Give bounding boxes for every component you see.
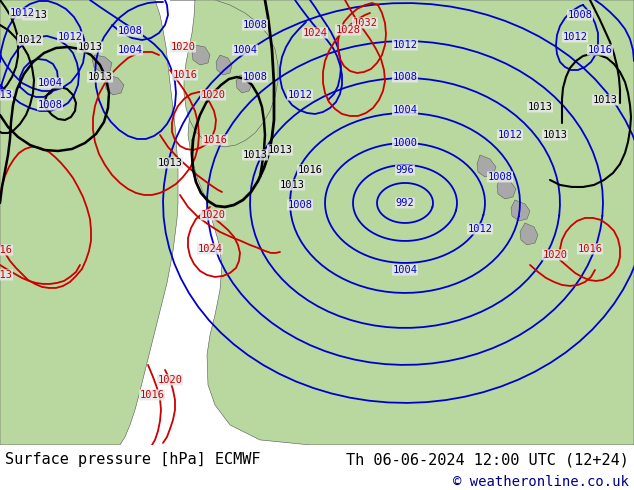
Text: Th 06-06-2024 12:00 UTC (12+24): Th 06-06-2024 12:00 UTC (12+24): [346, 452, 629, 467]
Text: 1008: 1008: [117, 26, 143, 36]
Text: 996: 996: [396, 165, 415, 175]
Text: 1013: 1013: [0, 270, 13, 280]
Text: 1013: 1013: [87, 72, 112, 82]
Polygon shape: [0, 0, 178, 445]
Text: 1016: 1016: [202, 135, 228, 145]
Text: 1008: 1008: [488, 172, 512, 182]
Polygon shape: [105, 75, 124, 95]
Text: 1013: 1013: [77, 42, 103, 52]
Text: 1013: 1013: [157, 158, 183, 168]
Text: 1016: 1016: [0, 245, 13, 255]
Text: 1013: 1013: [0, 90, 13, 100]
Text: 1012: 1012: [392, 40, 418, 50]
Text: 1008: 1008: [567, 10, 593, 20]
Text: 1013: 1013: [527, 102, 552, 112]
Text: 1012: 1012: [58, 32, 82, 42]
Text: 1013: 1013: [242, 150, 268, 160]
Text: © weatheronline.co.uk: © weatheronline.co.uk: [453, 475, 629, 489]
Text: 1013: 1013: [543, 130, 567, 140]
Text: 1004: 1004: [392, 105, 418, 115]
Text: 1008: 1008: [287, 200, 313, 210]
Text: 1020: 1020: [171, 42, 195, 52]
Polygon shape: [92, 55, 112, 73]
Polygon shape: [170, 0, 278, 147]
Text: 1004: 1004: [233, 45, 257, 55]
Text: 1004: 1004: [392, 265, 418, 275]
Text: 1016: 1016: [578, 244, 602, 254]
Text: 1016: 1016: [297, 165, 323, 175]
Text: 1013: 1013: [22, 10, 48, 20]
Polygon shape: [520, 223, 538, 245]
Text: 1012: 1012: [10, 8, 34, 18]
Polygon shape: [511, 200, 530, 221]
Text: 1008: 1008: [392, 72, 418, 82]
Text: 1024: 1024: [302, 28, 328, 38]
Text: 1028: 1028: [335, 25, 361, 35]
Text: 1012: 1012: [498, 130, 522, 140]
Polygon shape: [216, 55, 232, 75]
Text: 1008: 1008: [242, 72, 268, 82]
Text: 1012: 1012: [18, 35, 42, 45]
Polygon shape: [188, 0, 634, 445]
Text: 1016: 1016: [588, 45, 612, 55]
Text: 1020: 1020: [200, 210, 226, 220]
Text: 1032: 1032: [353, 18, 377, 28]
Text: 1016: 1016: [172, 70, 198, 80]
Polygon shape: [236, 75, 252, 93]
Text: 1004: 1004: [37, 78, 63, 88]
Text: 1013: 1013: [593, 95, 618, 105]
Polygon shape: [477, 155, 496, 177]
Text: 1024: 1024: [198, 244, 223, 254]
Text: Surface pressure [hPa] ECMWF: Surface pressure [hPa] ECMWF: [5, 452, 261, 467]
Text: 1012: 1012: [467, 224, 493, 234]
Text: 992: 992: [396, 198, 415, 208]
Text: 1008: 1008: [242, 20, 268, 30]
Text: 1004: 1004: [117, 45, 143, 55]
Text: 1020: 1020: [200, 90, 226, 100]
Polygon shape: [497, 177, 516, 199]
Polygon shape: [192, 45, 210, 65]
Text: 1020: 1020: [157, 375, 183, 385]
Text: 1013: 1013: [280, 180, 304, 190]
Text: 1008: 1008: [37, 100, 63, 110]
Text: 1013: 1013: [268, 145, 292, 155]
Text: 1012: 1012: [562, 32, 588, 42]
Text: 1000: 1000: [392, 138, 418, 148]
Text: 1020: 1020: [543, 250, 567, 260]
Text: 1012: 1012: [287, 90, 313, 100]
Text: 1016: 1016: [139, 390, 164, 400]
